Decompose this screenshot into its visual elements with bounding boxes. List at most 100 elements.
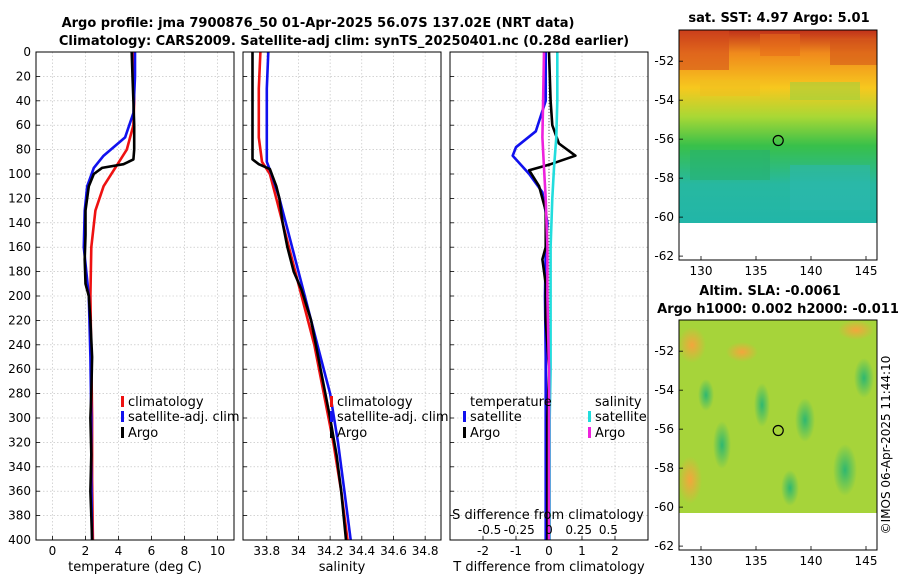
- copyright-timestamp: ©IMOS 06-Apr-2025 11:44:10: [879, 356, 893, 535]
- lat-tick-label: -52: [654, 344, 674, 358]
- sla-map-axes: 130 135 140 145 -52 -54 -56 -58 -60 -62: [654, 344, 877, 568]
- x-tick-label: 0: [545, 544, 553, 558]
- lon-tick-label: 130: [690, 554, 713, 568]
- x-tick-label: 6: [148, 544, 156, 558]
- sla-map-frame: [678, 319, 878, 551]
- sla-map-title: Altim. SLA: -0.0061: [699, 284, 840, 299]
- lat-tick-label: -52: [654, 54, 674, 68]
- lon-tick-label: 135: [745, 264, 768, 278]
- legend-label-argo: Argo: [128, 426, 158, 441]
- x-tick-label: 34.4: [348, 544, 375, 558]
- y-tick-label: 220: [8, 313, 31, 327]
- x-tick-label: 0: [49, 544, 57, 558]
- title-line-2: Climatology: CARS2009. Satellite-adj cli…: [59, 34, 629, 49]
- y-tick-label: 100: [8, 167, 31, 181]
- temperature-legend: climatology satellite-adj. clim Argo: [121, 395, 240, 441]
- y-tick-label: 240: [8, 338, 31, 352]
- sst-map-frame: [678, 29, 878, 261]
- x-tick-label: 2: [611, 544, 619, 558]
- y-tick-label: 80: [16, 143, 31, 157]
- lat-tick-label: -60: [654, 210, 674, 224]
- lon-tick-label: 130: [690, 264, 713, 278]
- legend-title-temperature: temperature: [470, 395, 552, 410]
- legend-swatch-s-satellite: [588, 411, 591, 422]
- sla-map: Altim. SLA: -0.0061 Argo h1000: 0.002 h2…: [654, 284, 898, 568]
- lon-tick-label: 145: [855, 264, 878, 278]
- legend-title-salinity: salinity: [595, 395, 642, 410]
- y-tick-label: 300: [8, 411, 31, 425]
- s-tick-label: -0.25: [504, 523, 535, 537]
- x-tick-label: 34.2: [317, 544, 344, 558]
- legend-label-s-argo: Argo: [595, 426, 625, 441]
- y-tick-label: 360: [8, 484, 31, 498]
- salinity-panel: 33.8 34 34.2 34.4 34.6 34.8 salinity: [242, 51, 442, 575]
- series-line-satellite-adj-clim: [265, 51, 352, 541]
- difference-panel: -2 -1 0 1 2 T difference from climatology: [449, 51, 649, 575]
- title-line-1: Argo profile: jma 7900876_50 01-Apr-2025…: [62, 16, 575, 31]
- difference-legend: temperature salinity satellite Argo sate…: [463, 395, 647, 441]
- legend-swatch-satellite: [330, 411, 333, 422]
- legend-label-climatology: climatology: [337, 395, 413, 410]
- s-tick-label: -0.5: [478, 523, 501, 537]
- x-tick-label: 33.8: [253, 544, 280, 558]
- x-tick-label: 34: [291, 544, 306, 558]
- y-tick-label: 140: [8, 216, 31, 230]
- lon-tick-label: 135: [745, 554, 768, 568]
- x-axis-label: salinity: [319, 560, 366, 575]
- x-tick-label: 34.6: [380, 544, 407, 558]
- plot-frame: [449, 51, 649, 541]
- lat-tick-label: -54: [654, 383, 674, 397]
- y-tick-label: 60: [16, 118, 31, 132]
- lat-tick-label: -56: [654, 132, 674, 146]
- s-tick-label: 0.5: [599, 523, 618, 537]
- legend-swatch-t-satellite: [463, 411, 466, 422]
- lon-tick-label: 145: [855, 554, 878, 568]
- salinity-legend: climatology satellite-adj. clim Argo: [330, 395, 449, 441]
- x-axis-label: temperature (deg C): [68, 560, 202, 575]
- sla-texture: [678, 320, 874, 506]
- x-tick-label: -1: [510, 544, 522, 558]
- lat-tick-label: -62: [654, 249, 674, 263]
- series-line-argo: [83, 51, 136, 541]
- sst-map-axes: 130 135 140 145 -52 -54 -56 -58 -60 -62: [654, 54, 877, 278]
- x-tick-label: 34.8: [412, 544, 439, 558]
- lat-tick-label: -58: [654, 461, 674, 475]
- lat-tick-label: -54: [654, 93, 674, 107]
- sla-map-subtitle: Argo h1000: 0.002 h2000: -0.011: [657, 302, 899, 317]
- series-line-argo: [251, 52, 348, 541]
- plot-frame: [35, 51, 235, 541]
- y-tick-label: 200: [8, 289, 31, 303]
- legend-label-argo: Argo: [337, 426, 367, 441]
- lat-tick-label: -56: [654, 422, 674, 436]
- series-line-t-satellite: [511, 52, 549, 540]
- lon-tick-label: 140: [800, 554, 823, 568]
- x-tick-label: 8: [181, 544, 189, 558]
- y-tick-label: 280: [8, 387, 31, 401]
- y-tick-label: 320: [8, 435, 31, 449]
- plot-frame: [242, 51, 442, 541]
- legend-label-t-argo: Argo: [470, 426, 500, 441]
- series-line-s-argo: [541, 51, 551, 540]
- lon-tick-label: 140: [800, 264, 823, 278]
- y-tick-label: 160: [8, 240, 31, 254]
- y-tick-label: 20: [16, 69, 31, 83]
- s-tick-label: 0: [545, 523, 553, 537]
- s-difference-xlabel: S difference from climatology: [452, 508, 644, 523]
- legend-label-s-satellite: satellite: [595, 410, 647, 425]
- y-tick-label: 380: [8, 509, 31, 523]
- legend-swatch-satellite: [121, 411, 124, 422]
- legend-swatch-t-argo: [463, 427, 466, 438]
- x-tick-label: 2: [82, 544, 90, 558]
- s-tick-label: 0.25: [565, 523, 592, 537]
- y-tick-label: 40: [16, 94, 31, 108]
- x-tick-label: 4: [115, 544, 123, 558]
- argo-location-marker: [772, 134, 784, 147]
- sst-texture: [679, 30, 877, 210]
- legend-label-t-satellite: satellite: [470, 410, 522, 425]
- legend-swatch-argo: [330, 427, 333, 438]
- legend-label-climatology: climatology: [128, 395, 204, 410]
- sst-map: sat. SST: 4.97 Argo: 5.01 130 135 140 145 -5…: [654, 11, 878, 278]
- legend-label-satellite: satellite-adj. clim: [128, 410, 240, 425]
- argo-location-marker: [772, 424, 784, 437]
- lat-tick-label: -62: [654, 539, 674, 553]
